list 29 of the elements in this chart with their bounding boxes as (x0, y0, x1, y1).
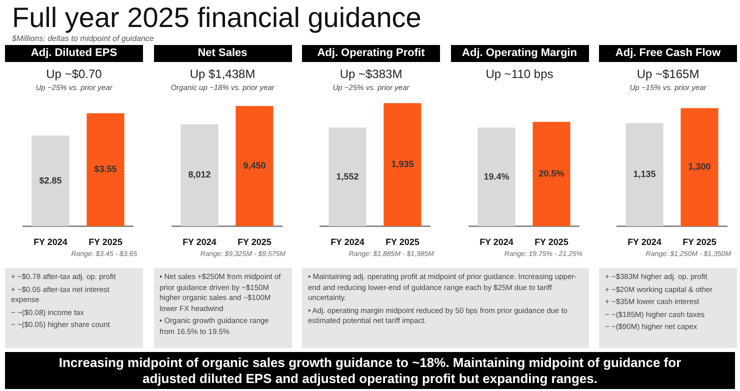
x-tick-label: FY 2024 (182, 237, 216, 248)
data-label: 1,300 (688, 162, 711, 172)
data-label: 8,012 (188, 170, 210, 180)
x-tick-label: FY 2025 (386, 237, 420, 248)
data-label: 1,552 (336, 171, 359, 182)
x-tick-label: FY 2025 (88, 237, 122, 248)
data-label: $3.55 (94, 164, 117, 174)
x-tick-label: FY 2024 (479, 237, 513, 248)
x-tick-label: FY 2024 (330, 237, 364, 248)
data-label: 20.5% (538, 168, 564, 179)
chart-title: Adj. Operating Margin (450, 45, 588, 62)
x-tick-label: FY 2024 (628, 237, 662, 248)
data-label: 1,935 (391, 159, 414, 170)
data-label: 19.4% (483, 171, 509, 182)
x-tick-label: FY 2025 (682, 237, 716, 248)
text: Increasing midpoint of organic sales growth guidance to ~18%. Maintaining midpoint of guidance for adjusted diluted EPS and adjusted operating profit but expanding ranges. (58, 354, 682, 386)
data-label: 1,135 (633, 169, 656, 180)
chart-title: Net Sales (154, 45, 292, 62)
data-label: 9,450 (242, 160, 266, 171)
chart-title: Adj. Operating Profit (302, 45, 440, 62)
text: $Millions; deltas to midpoint of guidance (12, 34, 155, 43)
x-tick-label: FY 2024 (34, 237, 68, 248)
chart-title: Adj. Free Cash Flow (599, 45, 737, 62)
chart-title: Adj. Diluted EPS (5, 45, 143, 62)
text: Full year 2025 financial guidance (12, 2, 422, 34)
data-label: $2.85 (39, 175, 62, 186)
x-tick-label: FY 2025 (534, 237, 568, 248)
chart-subtitle: Up ~110 bps (484, 67, 554, 81)
x-tick-label: FY 2025 (237, 237, 271, 248)
